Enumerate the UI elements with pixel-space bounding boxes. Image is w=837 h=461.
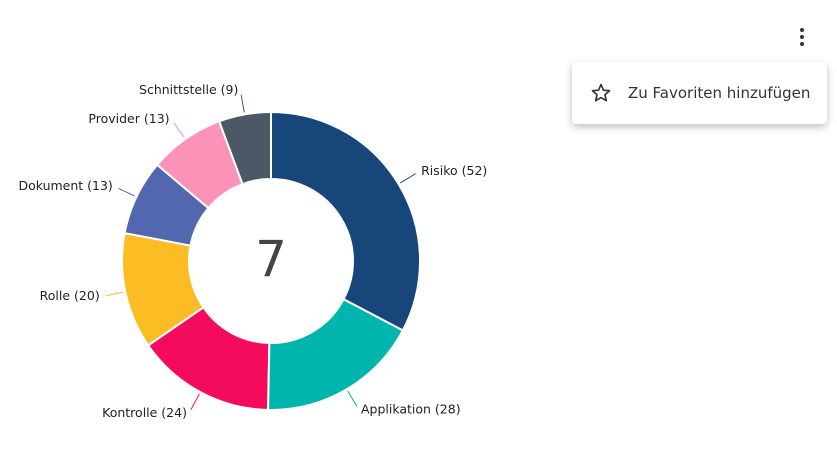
chart: Schnittstelle (9) Provider (13) Dokument (…: [18, 82, 487, 420]
leader-line: [240, 94, 245, 113]
slice-label: Kontrolle (24): [102, 405, 187, 420]
leader-line: [118, 187, 135, 197]
slice-label: Applikation (28): [361, 401, 461, 416]
menu-item[interactable]: Zu Favoriten hinzufügen: [590, 82, 810, 104]
center-value: 7: [255, 231, 287, 289]
more-button[interactable]: [792, 25, 812, 49]
donut-slice: [123, 163, 210, 247]
leader-line: [173, 122, 185, 138]
slice-label: Dokument (13): [18, 178, 112, 193]
donut-slice: [270, 110, 421, 332]
leader-line: [190, 393, 200, 411]
slice-label: Schnittstelle (9): [139, 82, 238, 97]
leader-line: [347, 390, 358, 407]
donut-slice: [121, 232, 205, 347]
leader-line: [105, 291, 124, 297]
donut-slice: [155, 120, 244, 210]
donut-slice: [146, 306, 271, 411]
donut-slice: [267, 297, 405, 411]
menu: Zu Favoriten hinzufügen: [572, 62, 827, 124]
slice-label: Rolle (20): [40, 288, 100, 303]
slice-label: Provider (13): [88, 111, 169, 126]
slice-label: Risiko (52): [421, 163, 487, 178]
leader-line: [399, 173, 416, 184]
menu-item-label: Zu Favoriten hinzufügen: [628, 84, 811, 102]
star-icon: [591, 83, 611, 102]
